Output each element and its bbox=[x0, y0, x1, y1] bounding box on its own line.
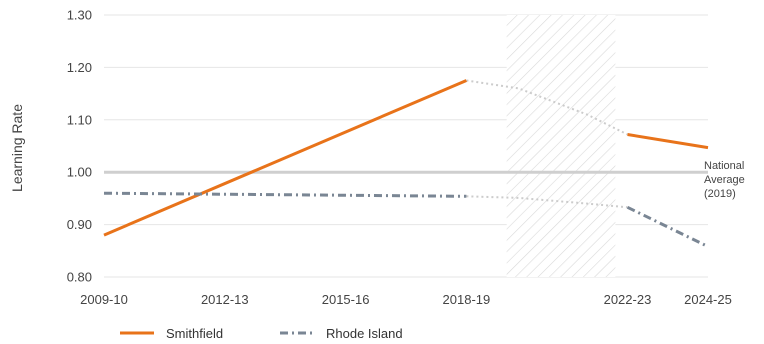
x-tick-label: 2022-23 bbox=[604, 292, 652, 307]
x-tick-label: 2012-13 bbox=[201, 292, 249, 307]
series-layer bbox=[103, 79, 709, 248]
legend-label-smithfield: Smithfield bbox=[166, 326, 223, 341]
reference-label-line: (2019) bbox=[704, 188, 736, 200]
reference-line-label: National Average (2019) bbox=[704, 160, 745, 200]
rhode-island-line bbox=[103, 191, 467, 198]
legend: Smithfield Rhode Island bbox=[120, 326, 403, 341]
shaded-period bbox=[506, 15, 616, 277]
smithfield-line bbox=[103, 79, 467, 237]
y-tick-label: 1.20 bbox=[67, 60, 92, 75]
legend-label-rhode-island: Rhode Island bbox=[326, 326, 403, 341]
y-tick-label: 1.00 bbox=[67, 165, 92, 180]
grid-layer bbox=[104, 14, 708, 278]
y-tick-label: 0.80 bbox=[67, 270, 92, 285]
y-tick-label: 1.10 bbox=[67, 112, 92, 127]
rhode-island-line bbox=[626, 205, 709, 248]
rhode-island-gap-line bbox=[466, 195, 628, 209]
y-axis-label: Learning Rate bbox=[9, 104, 25, 192]
x-tick-label: 2018-19 bbox=[443, 292, 491, 307]
reference-label-line: National bbox=[704, 160, 744, 172]
smithfield-line bbox=[627, 133, 709, 150]
x-tick-label: 2009-10 bbox=[80, 292, 128, 307]
reference-label-line: Average bbox=[704, 174, 745, 186]
y-tick-label: 1.30 bbox=[67, 8, 92, 23]
x-tick-label: 2024-25 bbox=[684, 292, 732, 307]
tick-layer: 0.80 0.90 1.00 1.10 1.20 1.30 2009-10 2012-13 20… bbox=[67, 8, 732, 308]
y-tick-label: 0.90 bbox=[67, 217, 92, 232]
shaded-period-rect bbox=[506, 15, 616, 277]
x-tick-label: 2015-16 bbox=[322, 292, 370, 307]
smithfield-gap-line bbox=[466, 79, 628, 136]
